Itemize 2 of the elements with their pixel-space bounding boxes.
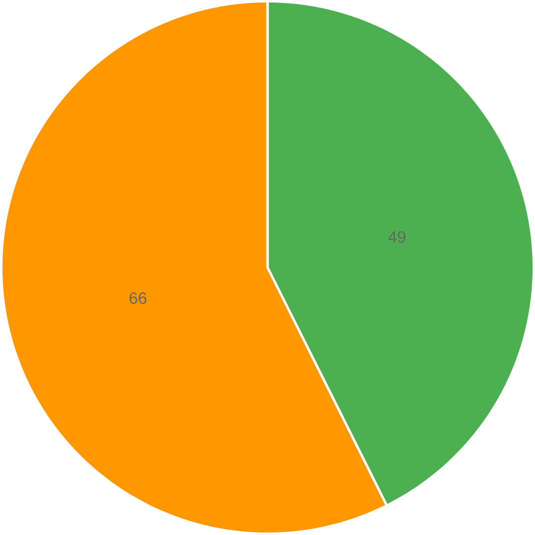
data-label: 49	[388, 231, 406, 243]
data-label: 66	[130, 292, 146, 304]
